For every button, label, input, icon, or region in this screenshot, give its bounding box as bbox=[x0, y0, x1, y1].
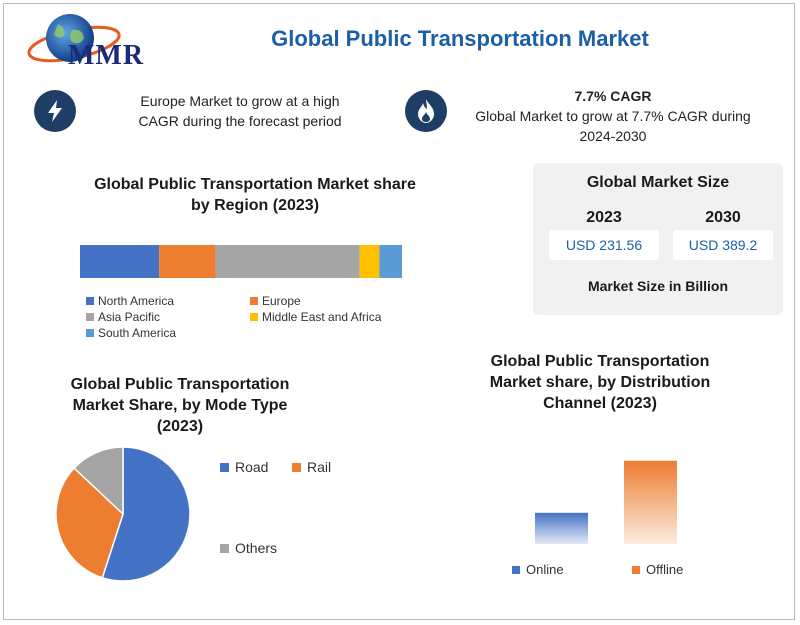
legend-swatch-middle-east-and-africa bbox=[250, 313, 258, 321]
pie-slice-others bbox=[73, 446, 124, 516]
region-chart-title-line1: Global Public Transportation Market shar… bbox=[94, 176, 416, 193]
highlight-right-line2: 2024-2030 bbox=[579, 128, 647, 144]
mode-chart-title-line3: (2023) bbox=[156, 418, 204, 435]
bar-offline bbox=[624, 460, 677, 544]
mode-pie-chart bbox=[55, 446, 191, 582]
region-chart-title-line2: by Region (2023) bbox=[190, 197, 320, 214]
legend-label-europe: Europe bbox=[262, 294, 301, 308]
flame-icon bbox=[418, 99, 434, 123]
legend-swatch-south-america bbox=[86, 329, 94, 337]
market-size-title: Global Market Size bbox=[586, 174, 730, 191]
legend-label-offline: Offline bbox=[646, 562, 684, 577]
highlight-left-text: Europe Market to grow at a high CAGR dur… bbox=[110, 91, 370, 131]
highlight-left-badge bbox=[34, 90, 76, 132]
bar-segment-middle-east-and-africa bbox=[359, 245, 380, 278]
bar-online bbox=[535, 512, 588, 544]
legend-swatch-offline bbox=[632, 565, 640, 574]
market-size-panel: Global Market Size 2023 2030 USD 231.56 … bbox=[533, 163, 783, 315]
channel-bar-chart bbox=[535, 460, 677, 544]
bar-segment-europe bbox=[159, 245, 216, 278]
legend-label-middle-east-and-africa: Middle East and Africa bbox=[262, 310, 382, 324]
legend-swatch-road bbox=[220, 462, 229, 472]
channel-chart-title-line2: Market share, by Distribution bbox=[489, 374, 711, 391]
legend-road: Road bbox=[220, 459, 268, 475]
legend-rail: Rail bbox=[292, 459, 331, 475]
mode-chart-title: Global Public Transportation Market Shar… bbox=[40, 374, 320, 437]
legend-swatch-north-america bbox=[86, 297, 94, 305]
legend-label-rail: Rail bbox=[307, 459, 332, 475]
mode-chart-title-line1: Global Public Transportation bbox=[70, 376, 290, 393]
legend-item-asia-pacific: Asia Pacific bbox=[86, 310, 160, 324]
highlight-right-line1: Global Market to grow at 7.7% CAGR durin… bbox=[475, 108, 751, 124]
legend-item-north-america: North America bbox=[86, 294, 174, 308]
bar-segment-north-america bbox=[80, 245, 160, 278]
legend-item-south-america: South America bbox=[86, 326, 176, 340]
legend-item-europe: Europe bbox=[250, 294, 301, 308]
pie-slice-rail bbox=[55, 467, 124, 579]
value-2030: USD 389.2 bbox=[673, 230, 773, 260]
legend-label-north-america: North America bbox=[98, 294, 175, 308]
cagr-heading: 7.7% CAGR bbox=[574, 88, 652, 104]
globe-logo-icon bbox=[27, 14, 121, 63]
legend-others: Others bbox=[220, 540, 277, 556]
legend-label-road: Road bbox=[235, 459, 269, 475]
bar-segment-south-america bbox=[379, 245, 402, 278]
highlight-right-text: 7.7% CAGR Global Market to grow at 7.7% … bbox=[458, 86, 768, 146]
lightning-icon bbox=[48, 100, 62, 122]
legend-swatch-europe bbox=[250, 297, 258, 305]
legend-swatch-online bbox=[512, 565, 520, 574]
legend-swatch-rail bbox=[292, 462, 301, 472]
legend-item-middle-east-and-africa: Middle East and Africa bbox=[250, 310, 381, 324]
legend-swatch-others bbox=[220, 543, 229, 553]
infographic-frame bbox=[3, 3, 795, 620]
region-stacked-bar bbox=[80, 245, 402, 278]
legend-label-online: Online bbox=[526, 562, 564, 577]
logo-text: MMR bbox=[68, 40, 145, 71]
year-2023: 2023 bbox=[586, 209, 622, 226]
mode-chart-title-line2: Market Share, by Mode Type bbox=[72, 397, 288, 414]
market-size-footer: Market Size in Billion bbox=[587, 278, 729, 294]
legend-swatch-asia-pacific bbox=[86, 313, 94, 321]
legend-label-others: Others bbox=[235, 540, 278, 556]
highlight-left-line2: CAGR during the forecast period bbox=[138, 113, 342, 129]
highlight-left-line1: Europe Market to grow at a high bbox=[140, 93, 340, 109]
bar-segment-asia-pacific bbox=[215, 245, 360, 278]
legend-offline: Offline bbox=[632, 562, 683, 577]
year-2030: 2030 bbox=[705, 209, 741, 226]
channel-chart-title-line1: Global Public Transportation bbox=[490, 353, 710, 370]
region-chart-title: Global Public Transportation Market shar… bbox=[80, 174, 430, 216]
channel-chart-title: Global Public Transportation Market shar… bbox=[450, 351, 750, 414]
logo: MMR bbox=[22, 10, 182, 76]
channel-chart-title-line3: Channel (2023) bbox=[543, 395, 657, 412]
legend-online: Online bbox=[512, 562, 564, 577]
legend-label-asia-pacific: Asia Pacific bbox=[98, 310, 161, 324]
pie-slice-road bbox=[101, 446, 191, 582]
legend-label-south-america: South America bbox=[98, 326, 177, 340]
value-2023: USD 231.56 bbox=[549, 230, 659, 260]
page-title: Global Public Transportation Market bbox=[271, 26, 649, 51]
highlight-right-badge bbox=[405, 90, 447, 132]
